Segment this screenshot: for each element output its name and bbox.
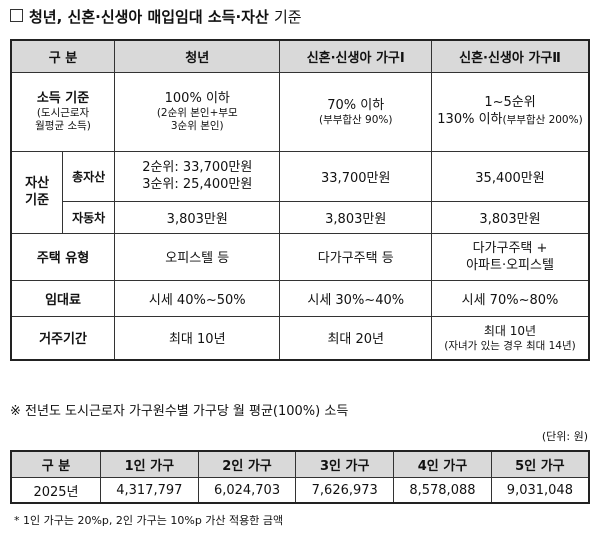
header-newlywed-2: 신혼·신생아 가구Ⅱ [430, 39, 590, 73]
period-label: 거주기간 [10, 315, 116, 361]
car-label: 자동차 [62, 200, 116, 234]
rent-youth: 시세 40%~50% [114, 279, 281, 317]
income-value-4: 8,578,088 [393, 477, 492, 504]
rent-label: 임대료 [10, 279, 116, 317]
income-header-2: 2인 가구 [197, 450, 297, 478]
rent-row: 임대료 시세 40%~50% 시세 30%~40% 시세 70%~80% [10, 279, 590, 317]
income-youth: 100% 이하 (2순위 본인+부모 3순위 본인) [114, 71, 281, 152]
period-youth: 최대 10년 [114, 315, 281, 361]
housing-label: 주택 유형 [10, 232, 116, 281]
page-title: 청년, 신혼·신생아 매입임대 소득·자산 기준 [10, 6, 302, 27]
household-income-table: 구 분 1인 가구 2인 가구 3인 가구 4인 가구 5인 가구 2025년 … [10, 450, 590, 504]
header-category: 구 분 [10, 39, 116, 73]
income-newlywed-2: 1~5순위 130% 이하(부부합산 200%) [430, 71, 590, 152]
criteria-table: 구 분 청년 신혼·신생아 가구Ⅰ 신혼·신생아 가구Ⅱ 소득 기준 (도시근로… [10, 39, 590, 361]
income-value-row: 2025년 4,317,797 6,024,703 7,626,973 8,57… [10, 477, 590, 504]
rent-newlywed-2: 시세 70%~80% [430, 279, 590, 317]
period-newlywed-2: 최대 10년 (자녀가 있는 경우 최대 14년) [430, 315, 590, 361]
housing-newlywed-2: 다가구주택 + 아파트·오피스텔 [430, 232, 590, 281]
header-row: 구 분 청년 신혼·신생아 가구Ⅰ 신혼·신생아 가구Ⅱ [10, 39, 590, 73]
assets-label: 자산 기준 [10, 150, 64, 234]
housing-row: 주택 유형 오피스텔 등 다가구주택 등 다가구주택 + 아파트·오피스텔 [10, 232, 590, 281]
unit-label: (단위: 원) [541, 430, 588, 443]
assets-total-row: 자산 기준 총자산 2순위: 33,700만원 3순위: 25,400만원 33… [10, 150, 590, 234]
total-assets-youth: 2순위: 33,700만원 3순위: 25,400만원 [114, 150, 281, 202]
footnote: * 1인 가구는 20%p, 2인 가구는 10%p 가산 적용한 금액 [14, 514, 284, 527]
housing-youth: 오피스텔 등 [114, 232, 281, 281]
housing-newlywed-1: 다가구주택 등 [279, 232, 432, 281]
car-youth: 3,803만원 [114, 200, 281, 234]
income-header-3: 3인 가구 [295, 450, 395, 478]
title-suffix: 기준 [274, 8, 302, 26]
car-newlywed-1: 3,803만원 [279, 200, 432, 234]
income-value-2: 6,024,703 [197, 477, 297, 504]
income-header-5: 5인 가구 [490, 450, 590, 478]
checkbox-square-icon [10, 9, 23, 22]
period-row: 거주기간 최대 10년 최대 20년 최대 10년 (자녀가 있는 경우 최대 … [10, 315, 590, 361]
income-row: 소득 기준 (도시근로자 월평균 소득) 100% 이하 (2순위 본인+부모 … [10, 71, 590, 152]
income-year: 2025년 [10, 477, 101, 504]
income-value-5: 9,031,048 [490, 477, 590, 504]
income-newlywed-1: 70% 이하 (부부합산 90%) [279, 71, 432, 152]
total-assets-label: 총자산 [62, 150, 116, 202]
header-youth: 청년 [114, 39, 281, 73]
header-newlywed-1: 신혼·신생아 가구Ⅰ [279, 39, 432, 73]
income-value-3: 7,626,973 [295, 477, 395, 504]
income-label: 소득 기준 (도시근로자 월평균 소득) [10, 71, 116, 152]
rent-newlywed-1: 시세 30%~40% [279, 279, 432, 317]
title-text: 청년, 신혼·신생아 매입임대 소득·자산 [29, 8, 269, 26]
income-value-1: 4,317,797 [99, 477, 199, 504]
income-header-row: 구 분 1인 가구 2인 가구 3인 가구 4인 가구 5인 가구 [10, 450, 590, 478]
car-newlywed-2: 3,803만원 [430, 200, 590, 234]
total-assets-newlywed-2: 35,400만원 [430, 150, 590, 202]
car-row: 자동차 3,803만원 3,803만원 3,803만원 [11, 200, 590, 234]
income-header-1: 1인 가구 [99, 450, 199, 478]
period-newlywed-1: 최대 20년 [279, 315, 432, 361]
income-note-heading: ※ 전년도 도시근로자 가구원수별 가구당 월 평균(100%) 소득 [10, 404, 349, 419]
total-assets-newlywed-1: 33,700만원 [279, 150, 432, 202]
income-header-category: 구 분 [10, 450, 101, 478]
income-header-4: 4인 가구 [393, 450, 492, 478]
